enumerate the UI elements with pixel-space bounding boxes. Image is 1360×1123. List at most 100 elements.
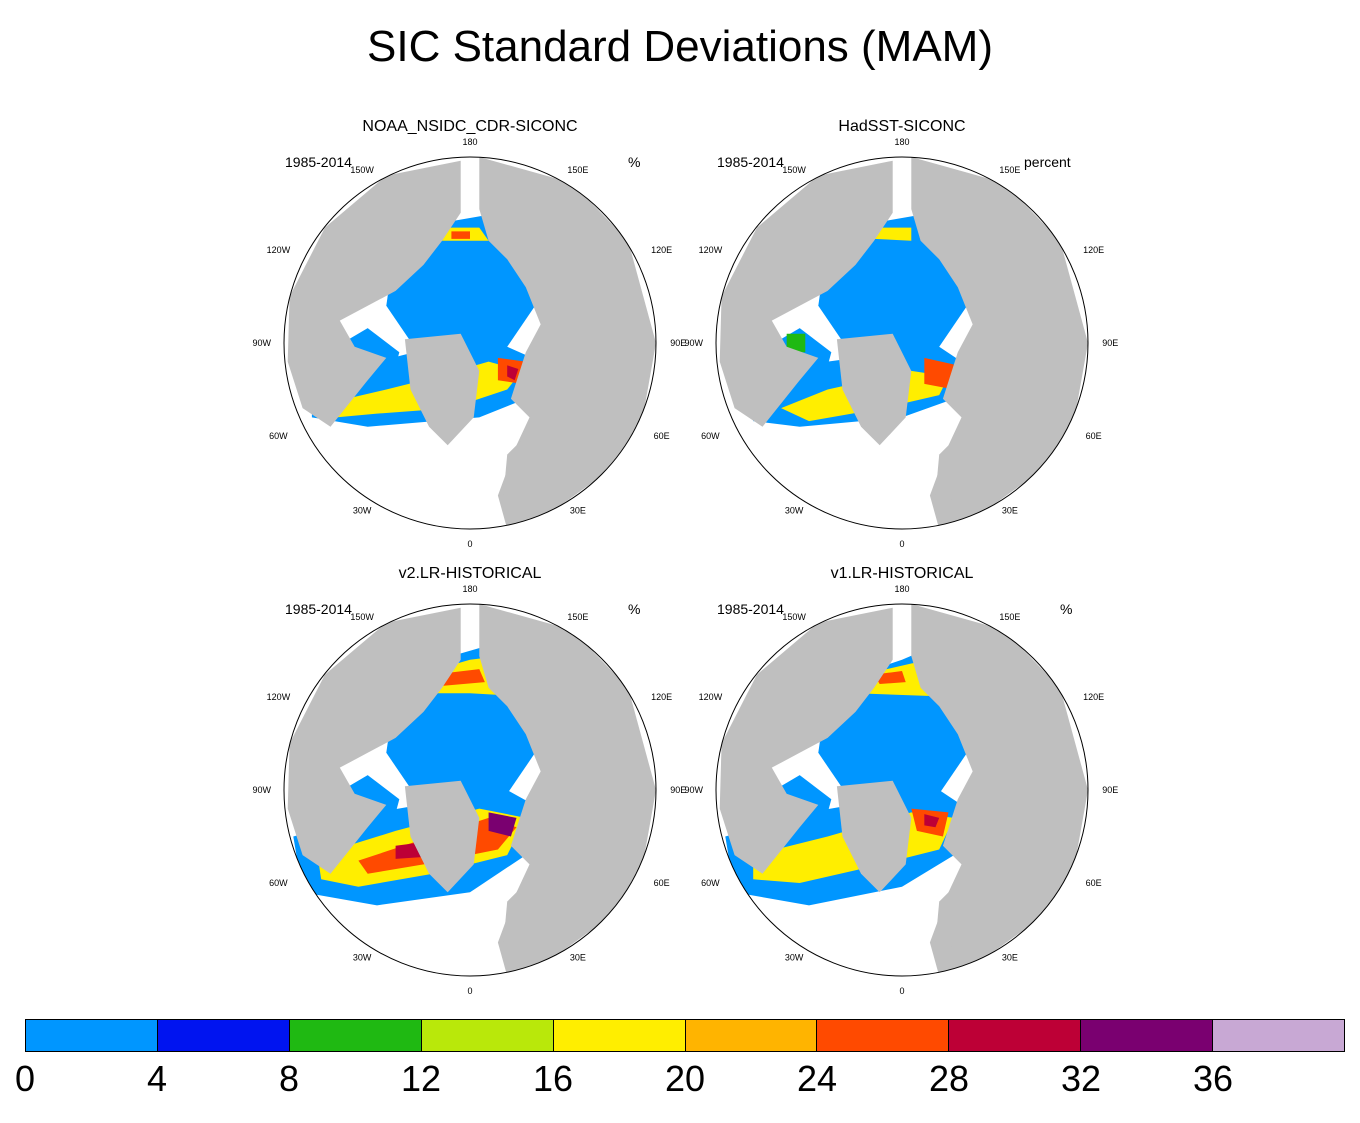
map-boundary bbox=[715, 603, 1089, 977]
colorbar-tick-label: 16 bbox=[532, 1058, 574, 1099]
longitude-label: 30W bbox=[785, 952, 804, 962]
longitude-label: 30E bbox=[1002, 952, 1018, 962]
sea-ice-sd-contour bbox=[924, 814, 940, 828]
longitude-label: 30E bbox=[1002, 505, 1018, 515]
panel-title: v1.LR-HISTORICAL bbox=[830, 565, 974, 582]
longitude-label: 60E bbox=[654, 878, 670, 888]
longitude-label: 60W bbox=[269, 878, 288, 888]
panel-period: 1985-2014 bbox=[285, 154, 352, 170]
land-mask bbox=[719, 160, 893, 427]
panel-units: percent bbox=[1024, 154, 1071, 170]
longitude-label: 0 bbox=[899, 539, 904, 549]
polar-map: 180 0 150W 150E 120W 120E 90W 90E 60W 60E 30W 30E bbox=[684, 584, 1118, 996]
longitude-label: 120E bbox=[1083, 692, 1104, 702]
longitude-label: 120W bbox=[267, 692, 291, 702]
sea-ice-sd-contour bbox=[874, 227, 912, 241]
land-mask bbox=[479, 157, 656, 529]
colorbar-segment bbox=[553, 1020, 686, 1051]
land-mask bbox=[935, 426, 981, 502]
map-boundary bbox=[715, 156, 1089, 530]
land-mask bbox=[911, 157, 1088, 529]
longitude-label: 90E bbox=[1102, 338, 1118, 348]
longitude-label: 120E bbox=[651, 692, 672, 702]
longitude-label: 120E bbox=[651, 245, 672, 255]
longitude-label: 60E bbox=[1086, 878, 1102, 888]
longitude-label: 150W bbox=[782, 612, 806, 622]
sea-ice-sd-contour bbox=[507, 365, 519, 381]
colorbar-segment bbox=[1081, 1020, 1214, 1051]
colorbar-segment bbox=[289, 1020, 422, 1051]
longitude-label: 150W bbox=[350, 165, 374, 175]
colorbar-tick-label: 8 bbox=[278, 1058, 300, 1099]
polar-map: 180 0 150W 150E 120W 120E 90W 90E 60W 60E 30W 30E bbox=[252, 584, 686, 996]
longitude-label: 90W bbox=[684, 338, 703, 348]
longitude-label: 60E bbox=[654, 431, 670, 441]
colorbar-tick-label: 12 bbox=[400, 1058, 442, 1099]
colorbar-tick-label: 28 bbox=[928, 1058, 970, 1099]
figure-title: SIC Standard Deviations (MAM) bbox=[367, 22, 993, 71]
land-mask bbox=[719, 607, 893, 874]
longitude-label: 60W bbox=[701, 878, 720, 888]
land-mask bbox=[911, 604, 1088, 976]
land-mask bbox=[287, 607, 461, 874]
map-panel-hadsst: 180 0 150W 150E 120W 120E 90W 90E 60W 60E 30W 30E H… bbox=[684, 118, 1157, 558]
longitude-label: 90W bbox=[684, 785, 703, 795]
colorbar-tick-label: 20 bbox=[664, 1058, 706, 1099]
map-boundary bbox=[283, 603, 657, 977]
colorbar-segment bbox=[817, 1020, 950, 1051]
longitude-label: 90E bbox=[670, 785, 686, 795]
longitude-label: 150E bbox=[567, 612, 588, 622]
colorbar-segment bbox=[949, 1020, 1082, 1051]
map-panel-v2lr: 180 0 150W 150E 120W 120E 90W 90E 60W 60E 30W 30E v… bbox=[252, 565, 725, 1005]
land-mask bbox=[404, 780, 480, 893]
map-boundary bbox=[283, 156, 657, 530]
longitude-label: 90E bbox=[670, 338, 686, 348]
land-mask bbox=[935, 873, 981, 949]
panel-period: 1985-2014 bbox=[285, 601, 352, 617]
colorbar-segment bbox=[1213, 1020, 1345, 1051]
colorbar-segment bbox=[157, 1020, 290, 1051]
longitude-label: 30E bbox=[570, 952, 586, 962]
land-mask bbox=[404, 333, 480, 446]
longitude-label: 120W bbox=[699, 245, 723, 255]
colorbar-segment bbox=[26, 1020, 158, 1051]
colorbar-segment bbox=[685, 1020, 818, 1051]
longitude-label: 90W bbox=[252, 338, 271, 348]
longitude-label: 30W bbox=[353, 952, 372, 962]
longitude-label: 60W bbox=[269, 431, 288, 441]
longitude-label: 180 bbox=[462, 137, 477, 147]
polar-map: 180 0 150W 150E 120W 120E 90W 90E 60W 60E 30W 30E bbox=[252, 137, 686, 549]
sea-ice-sd-contour bbox=[451, 231, 470, 239]
land-mask bbox=[503, 873, 549, 949]
colorbar-tick-label: 4 bbox=[146, 1058, 168, 1099]
land-mask bbox=[836, 780, 912, 893]
longitude-label: 60W bbox=[701, 431, 720, 441]
land-mask bbox=[503, 426, 549, 502]
map-panel-v1lr: 180 0 150W 150E 120W 120E 90W 90E 60W 60E 30W 30E v… bbox=[684, 565, 1157, 1005]
colorbar-tick-label: 24 bbox=[796, 1058, 838, 1099]
longitude-label: 180 bbox=[894, 137, 909, 147]
longitude-label: 120W bbox=[267, 245, 291, 255]
longitude-label: 150E bbox=[999, 165, 1020, 175]
longitude-label: 180 bbox=[462, 584, 477, 594]
longitude-label: 30E bbox=[570, 505, 586, 515]
map-panel-noaa: 180 0 150W 150E 120W 120E 90W 90E 60W 60E 30W 30E N… bbox=[252, 118, 725, 558]
longitude-label: 120E bbox=[1083, 245, 1104, 255]
land-mask bbox=[836, 333, 912, 446]
longitude-label: 30W bbox=[353, 505, 372, 515]
panel-units: % bbox=[1060, 601, 1073, 617]
sea-ice-sd-contour bbox=[786, 333, 806, 353]
longitude-label: 0 bbox=[899, 986, 904, 996]
panel-period: 1985-2014 bbox=[717, 601, 784, 617]
polar-map: 180 0 150W 150E 120W 120E 90W 90E 60W 60E 30W 30E bbox=[684, 137, 1118, 549]
longitude-label: 120W bbox=[699, 692, 723, 702]
longitude-label: 90W bbox=[252, 785, 271, 795]
longitude-label: 150W bbox=[782, 165, 806, 175]
longitude-label: 180 bbox=[894, 584, 909, 594]
panel-period: 1985-2014 bbox=[717, 154, 784, 170]
sea-ice-sd-contour bbox=[488, 812, 517, 837]
panel-title: v2.LR-HISTORICAL bbox=[398, 565, 542, 582]
colorbar-segment bbox=[421, 1020, 554, 1051]
longitude-label: 60E bbox=[1086, 431, 1102, 441]
panel-units: % bbox=[628, 154, 641, 170]
